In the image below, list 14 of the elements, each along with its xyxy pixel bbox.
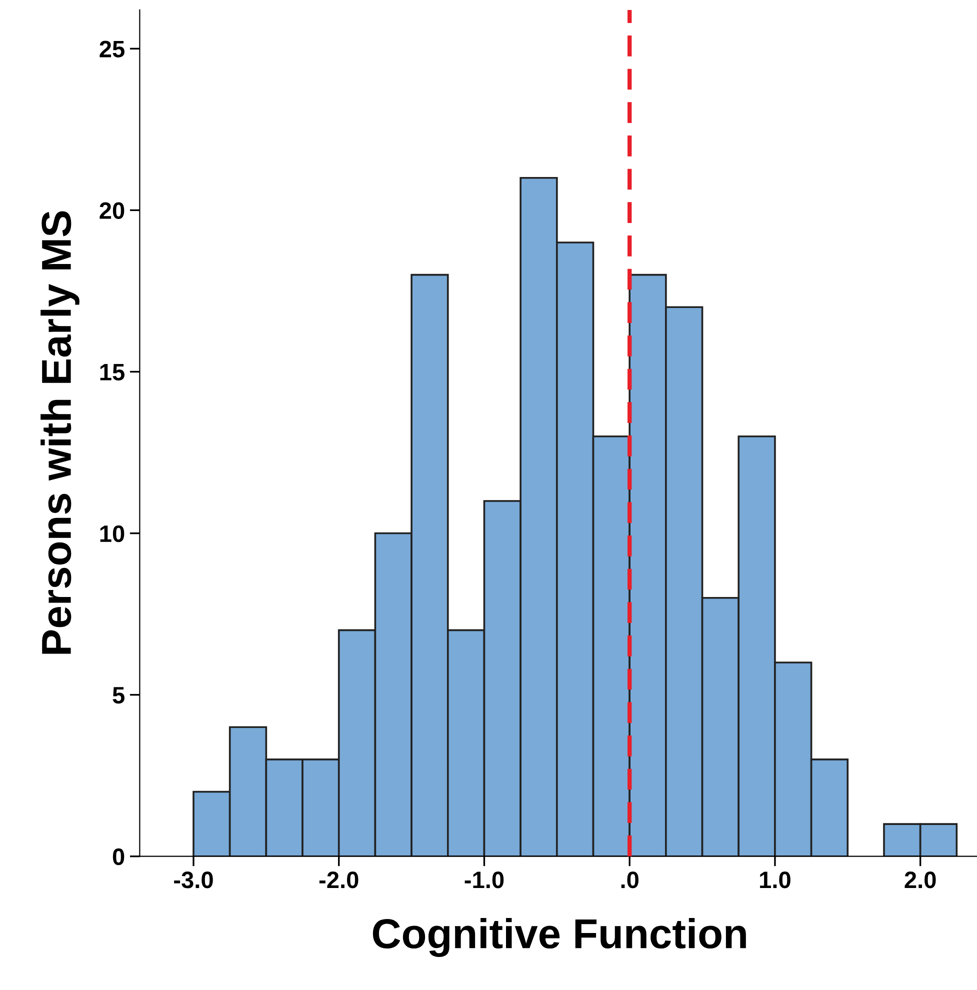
x-tick-label: -1.0: [464, 872, 504, 888]
y-tick-label: 5: [112, 687, 124, 704]
y-tick-label: 20: [100, 202, 124, 219]
x-tick-label: 2.0: [904, 872, 936, 888]
x-axis-title: Cognitive Function: [372, 918, 746, 957]
y-tick-label: 0: [112, 848, 124, 866]
y-tick-label: 25: [100, 40, 124, 58]
y-tick-label: 10: [100, 525, 124, 542]
x-tick-label: -2.0: [319, 872, 358, 888]
x-tick-label: .0: [621, 872, 638, 888]
x-tick-label: 1.0: [760, 872, 790, 888]
y-tick-label: 15: [100, 364, 124, 381]
x-tick-label: -3.0: [174, 872, 213, 888]
y-axis-title: Persons with Early MS: [40, 211, 80, 654]
